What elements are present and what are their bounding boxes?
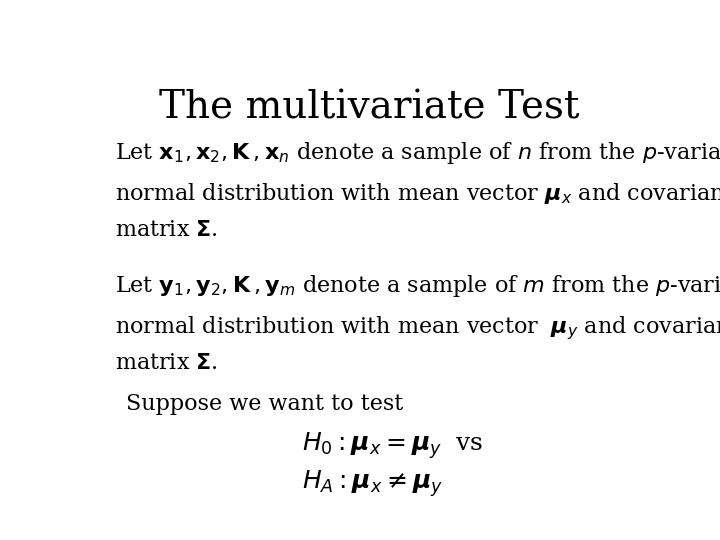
Text: matrix $\boldsymbol{\Sigma}$.: matrix $\boldsymbol{\Sigma}$.: [115, 352, 218, 374]
Text: normal distribution with mean vector $\;\boldsymbol{\mu}_y$ and covariance: normal distribution with mean vector $\;…: [115, 314, 720, 342]
Text: $H_0 : \boldsymbol{\mu}_x = \boldsymbol{\mu}_y\;$ vs: $H_0 : \boldsymbol{\mu}_x = \boldsymbol{…: [302, 431, 483, 461]
Text: normal distribution with mean vector $\boldsymbol{\mu}_x$ and covariance: normal distribution with mean vector $\b…: [115, 181, 720, 206]
Text: The multivariate Test: The multivariate Test: [158, 90, 580, 127]
Text: matrix $\boldsymbol{\Sigma}$.: matrix $\boldsymbol{\Sigma}$.: [115, 219, 218, 241]
Text: $H_A : \boldsymbol{\mu}_x \neq \boldsymbol{\mu}_y$: $H_A : \boldsymbol{\mu}_x \neq \boldsymb…: [302, 468, 444, 499]
Text: Suppose we want to test: Suppose we want to test: [126, 393, 403, 415]
Text: Let $\mathbf{x}_1, \mathbf{x}_2, \mathbf{K}\,, \mathbf{x}_n$ denote a sample of : Let $\mathbf{x}_1, \mathbf{x}_2, \mathbf…: [115, 140, 720, 166]
Text: Let $\mathbf{y}_1, \mathbf{y}_2, \mathbf{K}\,, \mathbf{y}_m$ denote a sample of : Let $\mathbf{y}_1, \mathbf{y}_2, \mathbf…: [115, 273, 720, 299]
